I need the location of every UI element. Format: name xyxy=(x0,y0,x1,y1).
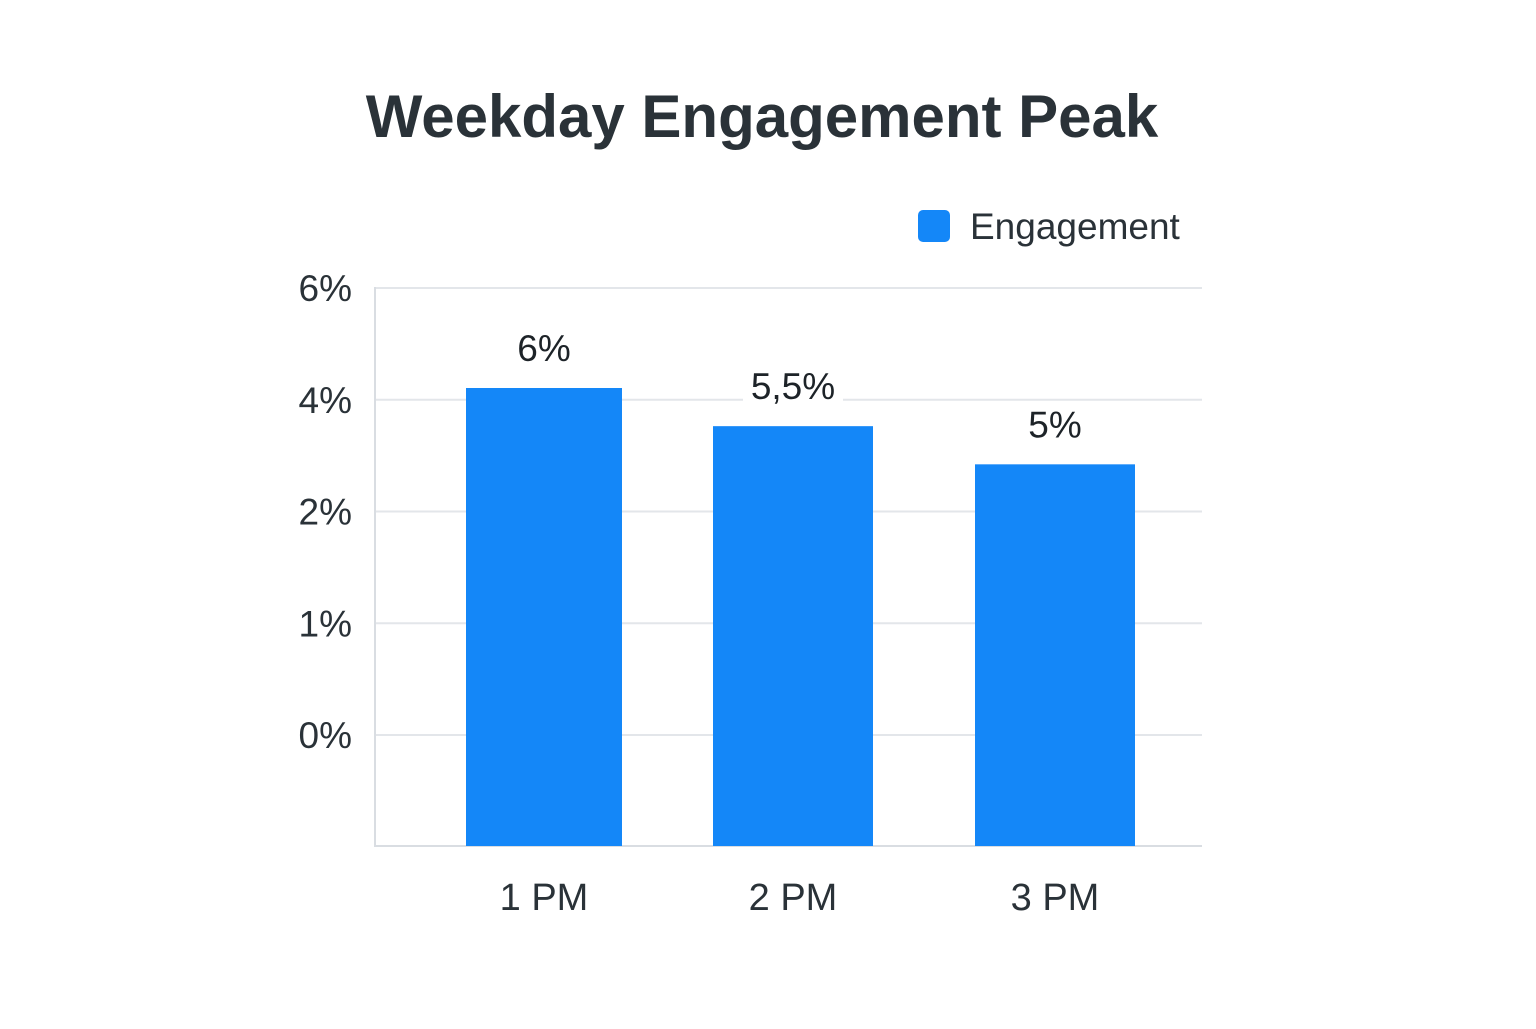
y-axis-ticks: 6% 4% 2% 1% 0% xyxy=(299,268,352,756)
bar xyxy=(466,387,622,846)
x-tick-label: 3 PM xyxy=(1011,877,1100,919)
legend-label: Engagement xyxy=(970,206,1181,247)
y-tick-label: 0% xyxy=(299,715,352,756)
data-label: 6% xyxy=(517,328,570,369)
legend: Engagement xyxy=(918,206,1181,247)
legend-swatch xyxy=(918,210,950,242)
bar xyxy=(975,464,1135,846)
data-label: 5,5% xyxy=(751,366,835,407)
bars: 6% 5,5% 5% xyxy=(466,328,1135,846)
data-label-background xyxy=(743,368,843,409)
y-tick-label: 4% xyxy=(299,380,352,421)
data-label-background xyxy=(1005,406,1105,447)
bar xyxy=(713,426,873,846)
chart-title: Weekday Engagement Peak xyxy=(366,83,1159,150)
y-tick-label: 6% xyxy=(299,268,352,309)
y-tick-label: 2% xyxy=(299,492,352,533)
x-axis-labels: 1 PM 2 PM 3 PM xyxy=(500,877,1100,919)
x-tick-label: 1 PM xyxy=(500,877,589,919)
x-tick-label: 2 PM xyxy=(749,877,838,919)
data-label-background xyxy=(494,329,594,370)
y-tick-label: 1% xyxy=(299,603,352,644)
data-label: 5% xyxy=(1028,404,1081,445)
